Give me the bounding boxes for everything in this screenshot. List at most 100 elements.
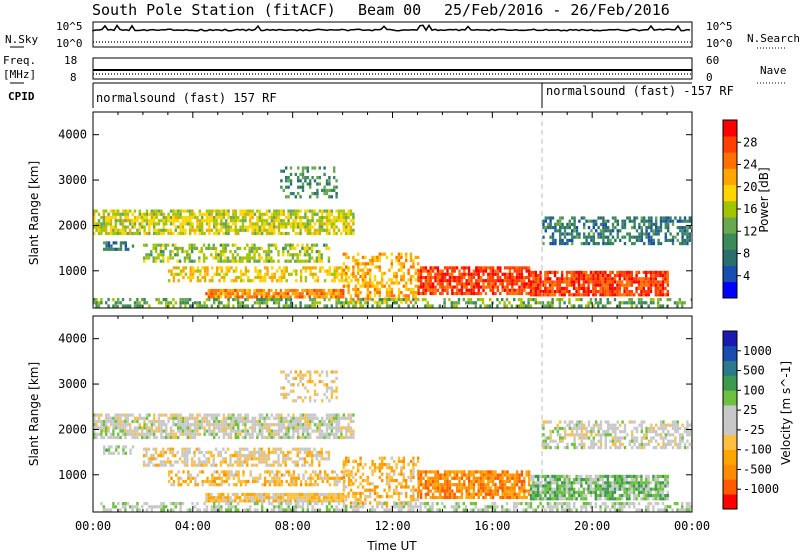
power-echo-cell [681, 226, 683, 229]
power-echo-cell [311, 216, 313, 219]
power-echo-cell [239, 213, 241, 216]
power-echo-cell [326, 192, 328, 195]
velocity-echo-cell [261, 448, 263, 451]
power-echo-cell [371, 259, 373, 262]
power-echo-cell [352, 256, 354, 259]
velocity-echo-cell [275, 430, 277, 433]
power-echo-cell [444, 266, 446, 269]
power-echo-cell [508, 301, 510, 304]
velocity-echo-cell [345, 417, 347, 420]
velocity-echo-cell [313, 496, 315, 499]
power-echo-cell [468, 273, 470, 276]
velocity-echo-cell [201, 451, 203, 454]
velocity-echo-cell [371, 463, 373, 466]
power-echo-cell [605, 226, 607, 229]
velocity-echo-cell [285, 457, 287, 460]
power-echo-cell [427, 270, 429, 273]
power-echo-cell [667, 239, 669, 242]
power-echo-cell [497, 276, 499, 279]
power-echo-cell [437, 279, 439, 282]
power-echo-cell [165, 301, 167, 304]
power-echo-cell [607, 293, 609, 296]
velocity-echo-cell [235, 430, 237, 433]
velocity-echo-cell [334, 470, 336, 473]
power-echo-cell [213, 292, 215, 295]
velocity-echo-cell [163, 420, 165, 423]
power-echo-cell [492, 292, 494, 295]
velocity-echo-cell [163, 436, 165, 439]
power-echo-cell [410, 288, 412, 291]
power-echo-cell [535, 271, 537, 274]
power-echo-cell [324, 270, 326, 273]
power-echo-cell [295, 173, 297, 176]
power-echo-cell [335, 216, 337, 219]
velocity-echo-cell [313, 454, 315, 457]
power-echo-cell [664, 271, 666, 274]
power-echo-cell [556, 284, 558, 287]
power-echo-cell [398, 304, 400, 307]
velocity-echo-cell [95, 420, 97, 423]
power-echo-cell [374, 265, 376, 268]
velocity-echo-cell [420, 470, 422, 473]
power-echo-cell [689, 239, 691, 242]
velocity-echo-cell [412, 457, 414, 460]
velocity-echo-region [205, 493, 344, 503]
velocity-echo-cell [295, 417, 297, 420]
power-echo-cell [655, 232, 657, 235]
velocity-echo-cell [273, 448, 275, 451]
power-echo-cell [482, 270, 484, 273]
power-echo-cell [549, 293, 551, 296]
power-echo-cell [232, 219, 234, 222]
power-echo-cell [155, 213, 157, 216]
power-echo-cell [273, 219, 275, 222]
power-echo-cell [604, 271, 606, 274]
power-echo-cell [287, 298, 289, 301]
power-echo-cell [229, 250, 231, 253]
power-echo-cell [201, 219, 203, 222]
power-echo-cell [258, 253, 260, 256]
power-echo-cell [343, 272, 345, 275]
velocity-echo-cell [165, 436, 167, 439]
power-echo-cell [689, 216, 691, 219]
power-echo-cell [616, 293, 618, 296]
power-echo-cell [301, 289, 303, 292]
power-echo-cell [105, 216, 107, 219]
power-echo-cell [314, 266, 316, 269]
velocity-echo-cell [148, 420, 150, 423]
power-echo-cell [122, 222, 124, 225]
power-echo-cell [326, 273, 328, 276]
velocity-echo-cell [430, 477, 432, 480]
power-echo-cell [222, 253, 224, 256]
power-echo-cell [367, 262, 369, 265]
velocity-echo-cell [451, 490, 453, 493]
power-echo-cell [650, 239, 652, 242]
power-echo-cell [552, 216, 554, 219]
velocity-echo-cell [293, 474, 295, 477]
power-echo-cell [345, 285, 347, 288]
power-echo-cell [367, 285, 369, 288]
power-echo-cell [122, 232, 124, 235]
power-echo-cell [434, 292, 436, 295]
power-echo-cell [328, 292, 330, 295]
power-echo-cell [405, 288, 407, 291]
power-echo-cell [422, 289, 424, 292]
power-echo-cell [280, 289, 282, 292]
velocity-echo-cell [211, 423, 213, 426]
velocity-echo-cell [205, 464, 207, 467]
power-echo-cell [215, 222, 217, 225]
power-echo-cell [494, 273, 496, 276]
velocity-echo-cell [321, 380, 323, 383]
power-echo-cell [287, 289, 289, 292]
power-echo-cell [669, 216, 671, 219]
power-echo-cell [112, 298, 114, 301]
velocity-echo-cell [124, 423, 126, 426]
velocity-echo-cell [305, 470, 307, 473]
power-echo-cell [182, 219, 184, 222]
power-echo-cell [369, 278, 371, 281]
power-echo-cell [335, 301, 337, 304]
power-echo-cell [559, 232, 561, 235]
velocity-echo-cell [189, 426, 191, 429]
velocity-echo-cell [288, 483, 290, 486]
power-echo-cell [155, 232, 157, 235]
velocity-echo-cell [216, 477, 218, 480]
